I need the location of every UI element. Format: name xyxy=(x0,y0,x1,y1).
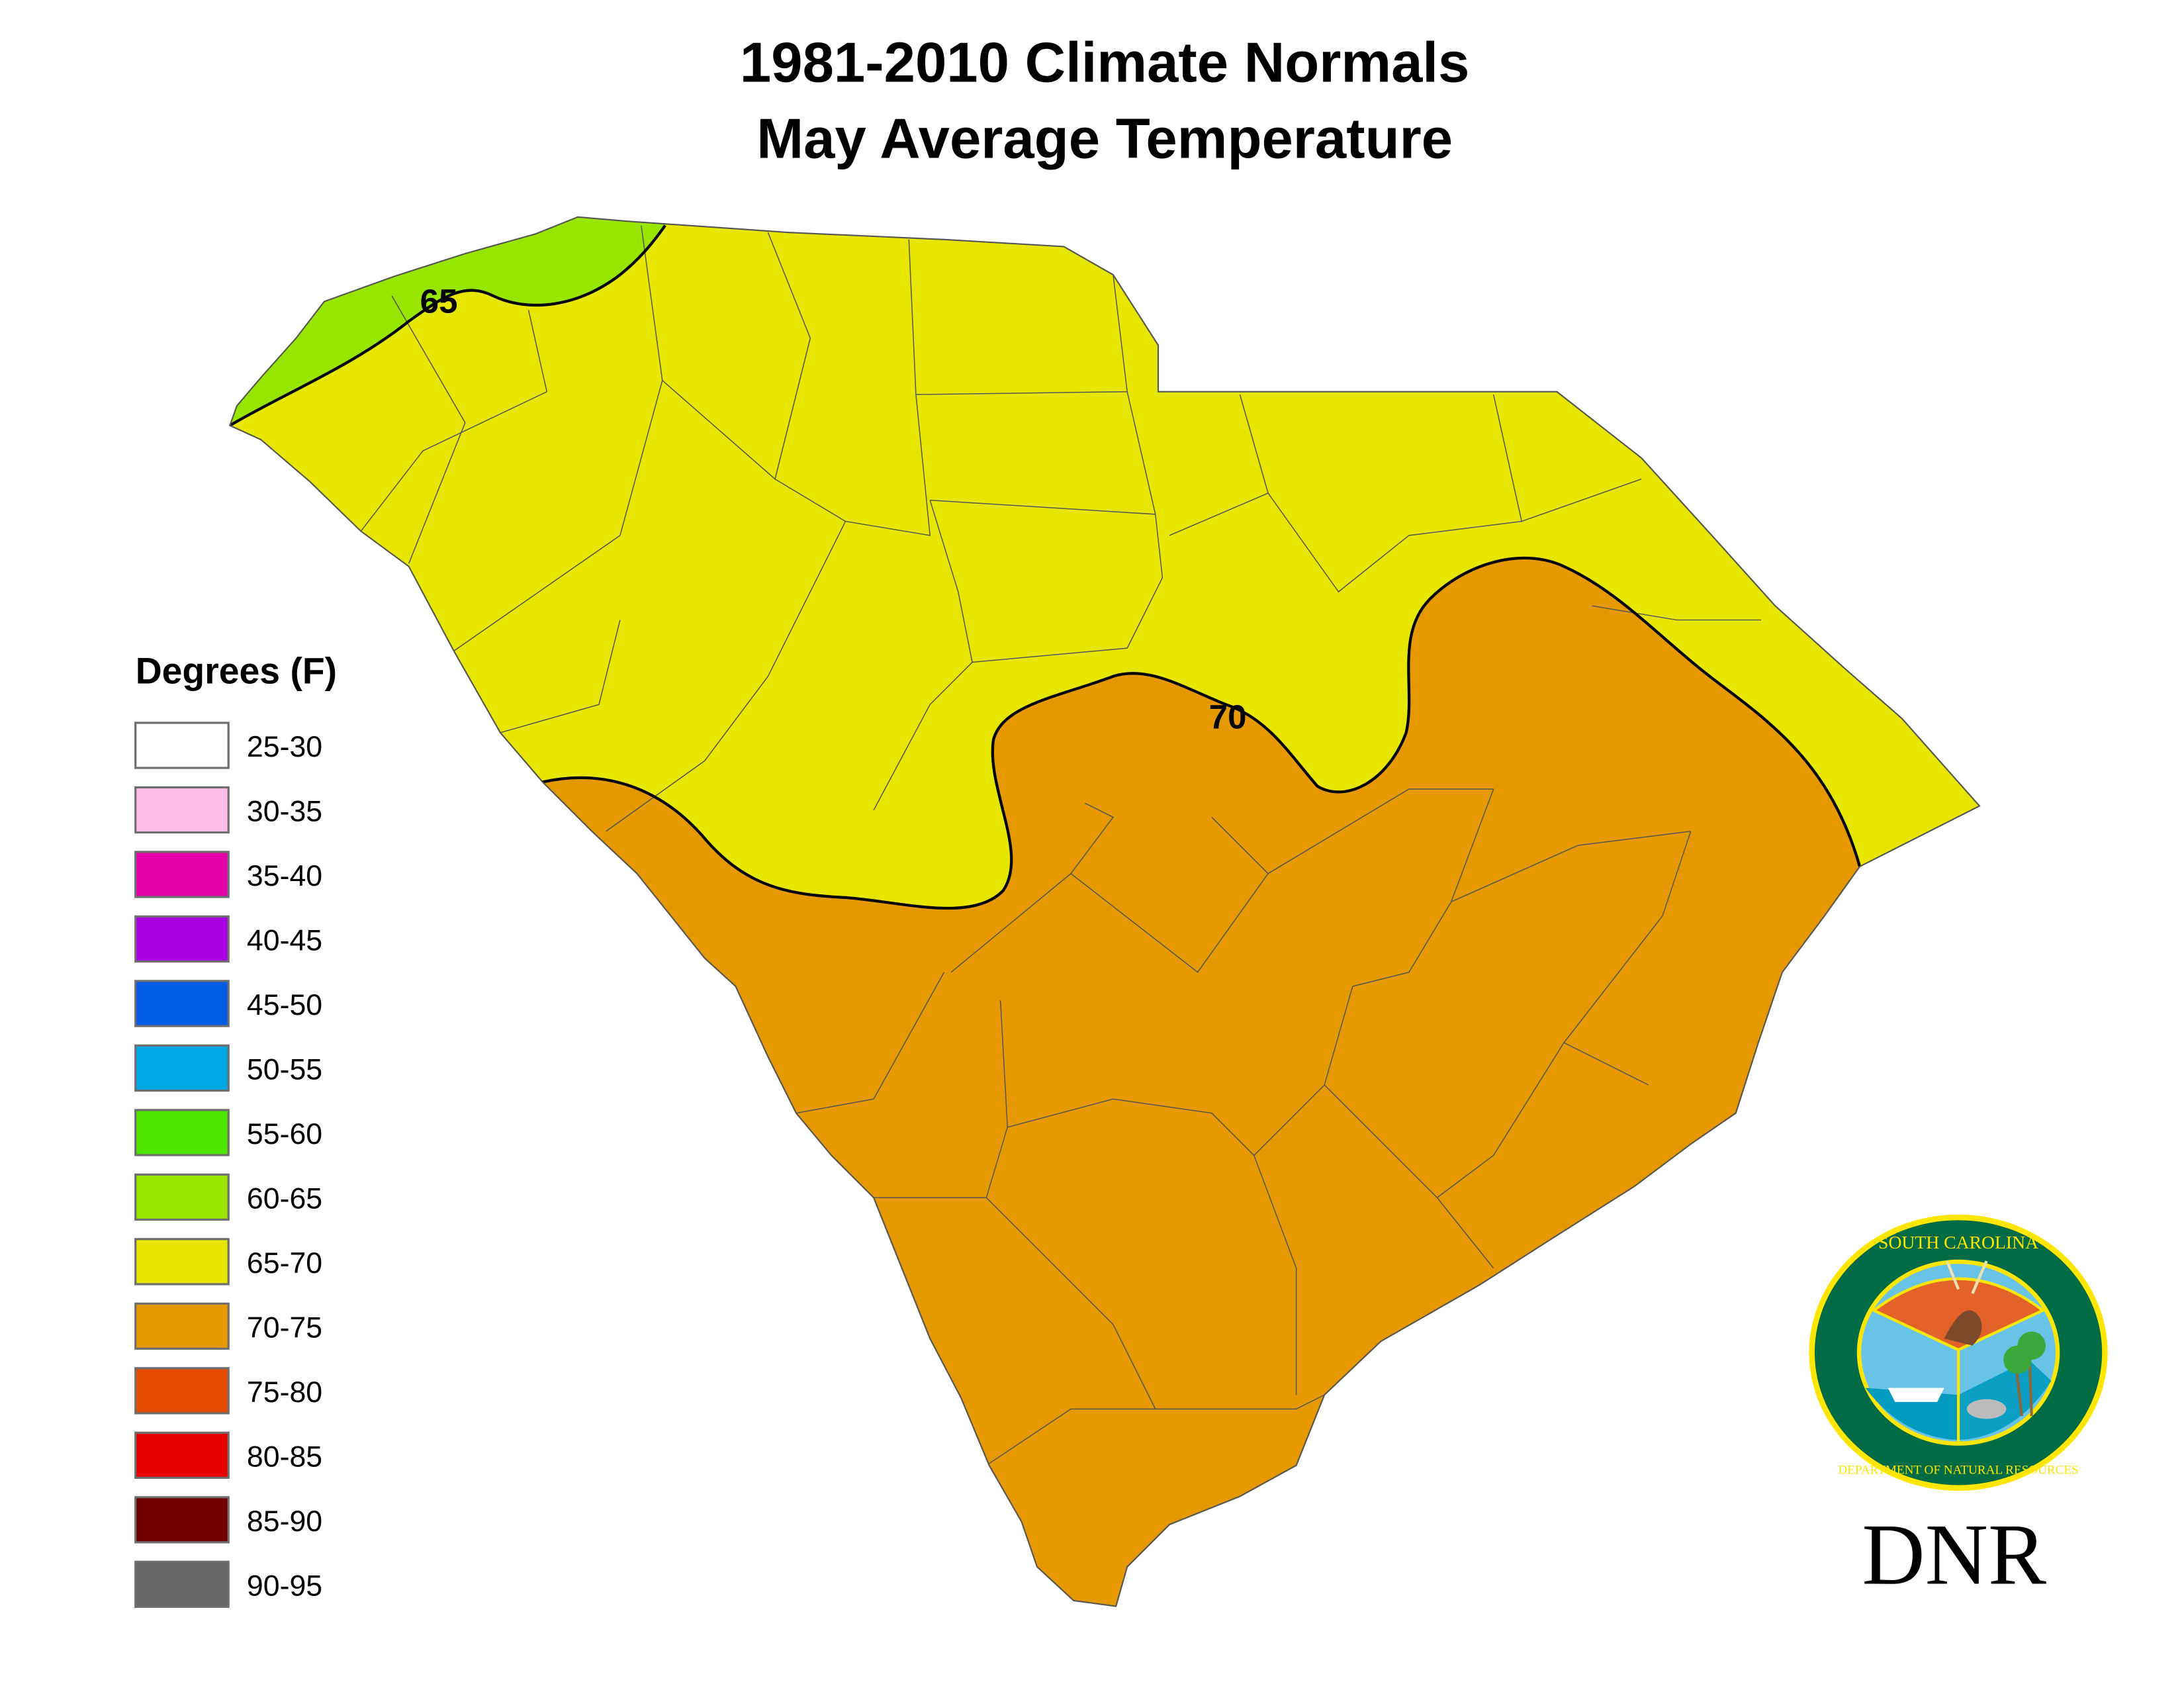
legend-label: 90-95 xyxy=(247,1570,322,1602)
legend-label: 75-80 xyxy=(247,1376,322,1409)
legend-item: 45-50 xyxy=(134,980,322,1027)
isotherm-70-label: 70 xyxy=(1209,698,1247,735)
legend-item: 25-30 xyxy=(134,722,322,769)
legend-swatch xyxy=(134,980,230,1027)
county-boundary xyxy=(606,676,769,832)
county-boundary xyxy=(1070,817,1269,973)
legend-swatch xyxy=(134,851,230,898)
legend-item: 50-55 xyxy=(134,1044,322,1092)
county-boundary xyxy=(1563,831,1692,1086)
county-boundary xyxy=(972,514,1163,663)
county-boundary xyxy=(1042,1253,1156,1409)
legend-item: 80-85 xyxy=(134,1431,322,1479)
state-outline xyxy=(228,216,1981,1607)
legend-swatch xyxy=(134,1302,230,1350)
legend-item: 75-80 xyxy=(134,1367,322,1415)
county-boundary xyxy=(360,391,547,532)
county-boundary xyxy=(1155,1394,1325,1410)
legend-item: 35-40 xyxy=(134,851,322,898)
legend-item: 30-35 xyxy=(134,786,322,834)
legend-item: 90-95 xyxy=(134,1560,322,1608)
legend-swatch xyxy=(134,1109,230,1156)
county-boundary xyxy=(1437,1042,1565,1198)
county-boundary xyxy=(950,802,1115,973)
dnr-logo: SOUTH CAROLINA DEPARTMENT OF NATURAL RES… xyxy=(1809,1214,2108,1491)
legend-swatch xyxy=(134,1560,230,1608)
legend-swatch xyxy=(134,1431,230,1479)
county-boundary xyxy=(662,232,811,481)
legend-item: 65-70 xyxy=(134,1238,322,1286)
county-boundary xyxy=(1253,1155,1297,1395)
legend-swatch xyxy=(134,1238,230,1286)
svg-text:DEPARTMENT OF NATURAL RESOURCE: DEPARTMENT OF NATURAL RESOURCES xyxy=(1838,1463,2078,1477)
county-boundary xyxy=(845,239,931,536)
legend-item: 85-90 xyxy=(134,1496,322,1544)
legend-label: 25-30 xyxy=(247,731,322,763)
legend-swatch xyxy=(134,915,230,963)
legend-label: 65-70 xyxy=(247,1247,322,1280)
isotherm-70-line xyxy=(542,556,1862,910)
legend-swatch xyxy=(134,786,230,834)
map-title-line1: 1981-2010 Climate Normals xyxy=(740,31,1470,94)
county-boundary xyxy=(796,972,945,1114)
legend-label: 60-65 xyxy=(247,1182,322,1215)
legend-swatch xyxy=(134,1173,230,1221)
legend-item: 40-45 xyxy=(134,915,322,963)
legend-swatch xyxy=(134,1496,230,1544)
legend-swatch xyxy=(134,722,230,769)
county-boundary xyxy=(1267,394,1523,593)
legend-item: 70-75 xyxy=(134,1302,322,1350)
legend-title: Degrees (F) xyxy=(136,650,337,691)
legend-label: 35-40 xyxy=(247,860,322,892)
legend-swatch xyxy=(134,1367,230,1415)
legend-label: 40-45 xyxy=(247,924,322,957)
county-boundary xyxy=(985,1408,1156,1466)
county-boundary xyxy=(453,535,621,652)
svg-text:SOUTH CAROLINA: SOUTH CAROLINA xyxy=(1878,1232,2038,1252)
legend: Degrees (F) 25-30 30-35 35-40 40-45 45-50 50-… xyxy=(134,650,337,1608)
legend-label: 50-55 xyxy=(247,1053,322,1086)
isotherm-65-label: 65 xyxy=(420,283,458,320)
legend-item: 60-65 xyxy=(134,1173,322,1221)
county-boundary xyxy=(1451,831,1691,902)
county-boundary xyxy=(985,1000,1044,1254)
legend-label: 80-85 xyxy=(247,1440,322,1473)
county-boundary xyxy=(1007,1098,1114,1128)
county-boundary xyxy=(1592,605,1762,621)
county-boundary xyxy=(500,620,621,733)
legend-swatch xyxy=(134,1044,230,1092)
county-boundaries xyxy=(360,225,1762,1466)
county-boundary xyxy=(1267,788,1494,874)
legend-label: 30-35 xyxy=(247,796,322,828)
county-boundary xyxy=(1521,479,1642,522)
legend-item: 55-60 xyxy=(134,1109,322,1156)
dnr-wordmark: DNR xyxy=(1862,1505,2046,1603)
isotherm-65-line xyxy=(229,224,666,427)
county-boundary xyxy=(527,310,547,392)
legend-label: 55-60 xyxy=(247,1118,322,1150)
map-title-line2: May Average Temperature xyxy=(756,107,1453,170)
county-boundary xyxy=(391,295,466,564)
legend-label: 45-50 xyxy=(247,989,322,1021)
legend-label: 85-90 xyxy=(247,1505,322,1538)
legend-label: 70-75 xyxy=(247,1311,322,1344)
county-boundary xyxy=(1352,788,1494,987)
